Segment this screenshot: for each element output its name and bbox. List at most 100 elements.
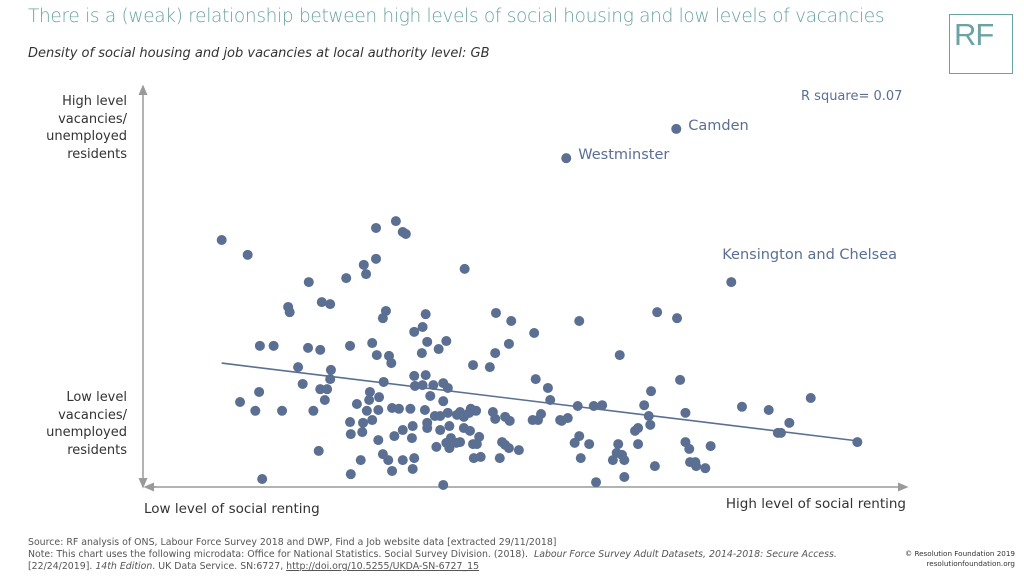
data-point <box>705 441 716 452</box>
data-point <box>315 384 326 395</box>
data-point <box>575 453 586 464</box>
y-label-high-line: unemployed <box>46 129 127 144</box>
data-point <box>316 297 327 308</box>
data-point <box>438 396 449 407</box>
data-point <box>464 425 475 436</box>
data-point <box>545 394 556 405</box>
data-point <box>378 376 389 387</box>
data-point <box>387 465 398 476</box>
data-point <box>400 228 411 239</box>
data-point <box>763 405 774 416</box>
source-note: Source: RF analysis of ONS, Labour Force… <box>28 537 557 548</box>
data-point <box>490 307 501 318</box>
website-text: resolutionfoundation.org <box>926 559 1015 568</box>
data-point <box>675 374 686 385</box>
data-point <box>784 417 795 428</box>
copyright-block: © Resolution Foundation 2019 resolutionf… <box>905 549 1015 569</box>
note-edition: 14th Edition <box>95 561 153 572</box>
microdata-note-line3: [22/24/2019]. 14th Edition. UK Data Serv… <box>28 561 837 573</box>
data-point <box>358 259 369 270</box>
data-point <box>619 471 630 482</box>
point-label-camden: Camden <box>688 117 749 134</box>
data-point <box>407 463 418 474</box>
y-label-low-line: residents <box>67 442 127 458</box>
data-point <box>584 439 595 450</box>
data-point <box>556 415 567 426</box>
data-point <box>254 340 265 351</box>
data-point <box>494 453 505 464</box>
data-point <box>643 411 654 422</box>
footer-notes: Source: RF analysis of ONS, Labour Force… <box>28 537 837 573</box>
data-point <box>468 453 479 464</box>
data-point <box>257 473 268 484</box>
data-point <box>700 463 711 474</box>
note-date: [22/24/2019]. <box>28 561 93 572</box>
data-point <box>442 407 453 418</box>
data-point <box>852 437 863 448</box>
labelled-points-layer <box>561 123 737 288</box>
data-point <box>646 386 657 397</box>
data-point <box>242 249 253 260</box>
points-layer <box>216 216 863 490</box>
microdata-note: Note: This chart uses the following micr… <box>28 549 837 561</box>
data-point <box>303 277 314 288</box>
data-point <box>407 421 418 432</box>
data-point <box>468 360 479 371</box>
data-point <box>383 455 394 466</box>
data-point <box>672 313 683 324</box>
data-point <box>425 390 436 401</box>
data-point <box>569 437 580 448</box>
data-point <box>775 427 786 438</box>
data-point <box>591 477 602 488</box>
data-point <box>325 364 336 375</box>
data-point <box>431 441 442 452</box>
data-point <box>504 415 515 426</box>
data-point <box>438 479 449 490</box>
data-point <box>351 398 362 409</box>
data-point <box>435 411 446 422</box>
data-point <box>235 396 246 407</box>
data-point <box>639 400 650 411</box>
data-point <box>364 386 375 397</box>
copyright-text: © Resolution Foundation 2019 <box>904 549 1015 558</box>
data-point <box>530 374 541 385</box>
data-point-camden <box>671 123 682 134</box>
data-point <box>503 443 514 454</box>
data-point <box>377 313 388 324</box>
data-point <box>428 380 439 391</box>
data-point <box>308 405 319 416</box>
data-point <box>420 370 431 381</box>
data-point <box>614 350 625 361</box>
data-point <box>386 358 397 369</box>
data-point <box>572 400 583 411</box>
data-point <box>319 394 330 405</box>
data-point <box>574 315 585 326</box>
data-point <box>417 380 428 391</box>
data-point <box>322 384 333 395</box>
data-point <box>416 348 427 359</box>
data-point <box>513 445 524 456</box>
data-point <box>422 423 433 434</box>
data-point <box>405 403 416 414</box>
data-point <box>397 455 408 466</box>
data-point <box>597 400 608 411</box>
data-point <box>397 425 408 436</box>
data-point <box>455 437 466 448</box>
chart-subtitle: Density of social housing and job vacanc… <box>28 46 490 61</box>
data-point <box>303 342 314 353</box>
data-point <box>374 392 385 403</box>
data-point-westminster <box>561 153 572 164</box>
doi-link[interactable]: http://doi.org/10.5255/UKDA-SN-6727_15 <box>286 561 480 572</box>
data-point <box>619 455 630 466</box>
data-point <box>680 407 691 418</box>
data-point <box>649 461 660 472</box>
data-point <box>607 455 618 466</box>
data-point <box>490 348 501 359</box>
data-point <box>459 263 470 274</box>
data-point <box>417 322 428 333</box>
data-point <box>435 425 446 436</box>
data-point <box>268 340 279 351</box>
data-point <box>293 362 304 373</box>
data-point <box>254 386 265 397</box>
data-point <box>444 421 455 432</box>
